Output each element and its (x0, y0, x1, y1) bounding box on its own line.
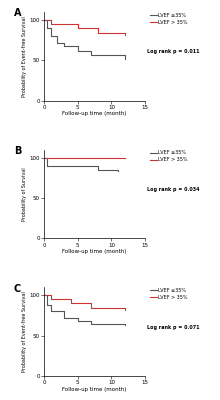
Y-axis label: Probability of Event-free Survival: Probability of Event-free Survival (22, 291, 27, 372)
Text: C: C (14, 284, 21, 294)
Text: B: B (14, 146, 21, 156)
Legend: LVEF ≤35%, LVEF > 35%: LVEF ≤35%, LVEF > 35% (150, 150, 188, 162)
X-axis label: Follow-up time (month): Follow-up time (month) (62, 111, 127, 116)
X-axis label: Follow-up time (month): Follow-up time (month) (62, 386, 127, 392)
X-axis label: Follow-up time (month): Follow-up time (month) (62, 249, 127, 254)
Text: A: A (14, 8, 21, 18)
Y-axis label: Probability of Event-free Survival: Probability of Event-free Survival (22, 16, 27, 97)
Text: Log rank p = 0.034: Log rank p = 0.034 (147, 187, 200, 192)
Text: Log rank p = 0.011: Log rank p = 0.011 (147, 49, 200, 54)
Legend: LVEF ≤35%, LVEF > 35%: LVEF ≤35%, LVEF > 35% (150, 288, 188, 300)
Text: Log rank p = 0.071: Log rank p = 0.071 (147, 324, 200, 330)
Y-axis label: Probability of Survival: Probability of Survival (22, 167, 27, 221)
Legend: LVEF ≤35%, LVEF > 35%: LVEF ≤35%, LVEF > 35% (150, 13, 188, 24)
